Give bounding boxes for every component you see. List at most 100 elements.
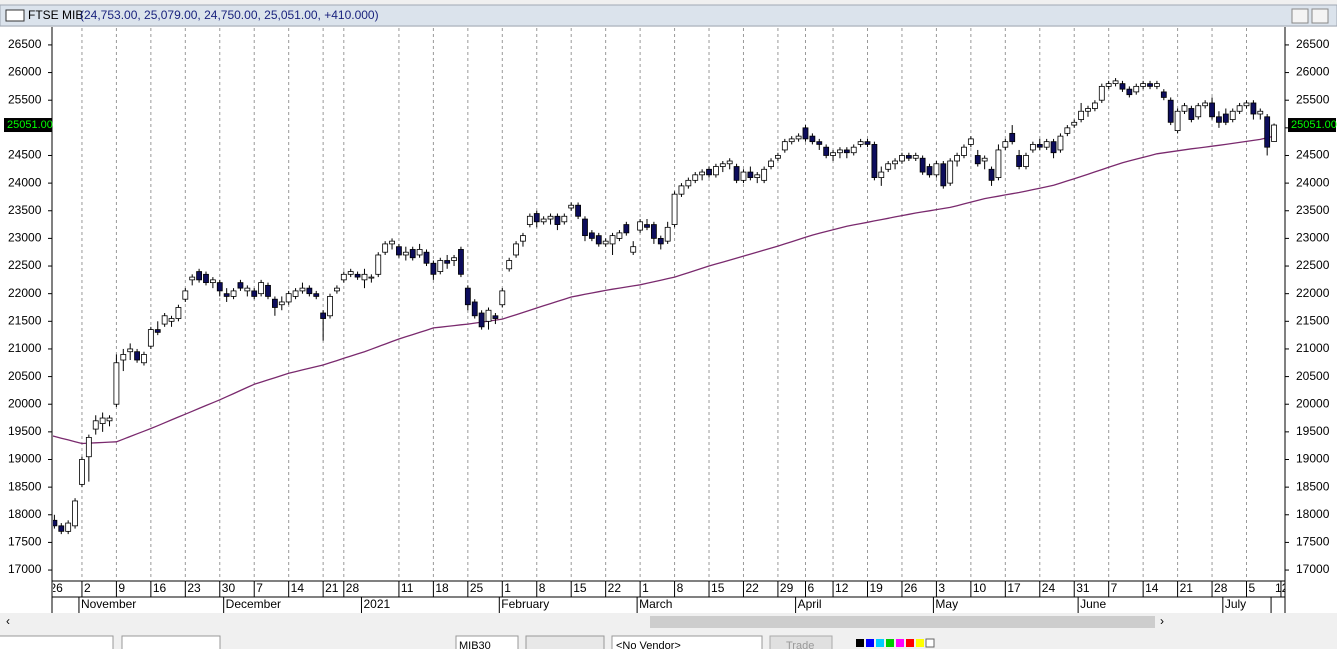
- candle-body: [561, 215, 568, 223]
- candle-body: [506, 260, 513, 270]
- candle-body: [575, 204, 581, 217]
- candle-body: [733, 166, 740, 181]
- candle-body: [1112, 80, 1119, 85]
- candle-body: [719, 163, 726, 167]
- color-palette[interactable]: [856, 638, 935, 648]
- dropdown[interactable]: [0, 635, 114, 649]
- candle-body: [1195, 105, 1202, 118]
- candle-body: [271, 298, 278, 308]
- candle-body: [396, 246, 402, 256]
- candle-body: [423, 251, 430, 264]
- x-tick-label: 29: [780, 581, 794, 595]
- price-badge-right-label: 25051.00: [1291, 119, 1337, 131]
- candle-body: [892, 160, 898, 165]
- scroll-right[interactable]: ›: [1160, 614, 1164, 628]
- dropdown[interactable]: [525, 635, 605, 649]
- y-tick-label-right: 18000: [1296, 507, 1330, 521]
- scroll-left[interactable]: ‹: [6, 614, 10, 628]
- y-tick-label: 19500: [8, 424, 42, 438]
- y-tick-label-right: 26500: [1296, 37, 1330, 51]
- x-tick-label: 1: [504, 581, 511, 595]
- candle-body: [692, 174, 699, 181]
- price-badge-left-label: 25051.00: [7, 119, 53, 131]
- candle-body: [1209, 102, 1215, 118]
- candle-body: [1257, 110, 1264, 115]
- candle-body: [568, 204, 575, 209]
- candle-body: [161, 315, 168, 325]
- dropdown[interactable]: [121, 635, 221, 649]
- candle-body: [72, 500, 78, 527]
- y-tick-label-right: 17500: [1296, 535, 1330, 549]
- x-tick-label: 14: [291, 581, 305, 595]
- y-tick-label: 26000: [8, 65, 42, 79]
- candle-body: [685, 179, 692, 187]
- x-tick-label: 14: [1145, 581, 1159, 595]
- candle-body: [327, 296, 333, 317]
- y-tick-label: 21500: [8, 313, 42, 327]
- candle-body: [623, 224, 630, 234]
- candle-body: [809, 135, 816, 143]
- candle-body: [1036, 144, 1043, 148]
- close-button[interactable]: [1311, 8, 1329, 24]
- candle-body: [99, 417, 106, 424]
- scroll-thumb[interactable]: [650, 616, 1155, 628]
- candle-body: [1023, 155, 1029, 167]
- candle-body: [595, 235, 602, 245]
- y-tick-label-right: 22000: [1296, 286, 1330, 300]
- candle-body: [1181, 105, 1188, 112]
- candle-body: [981, 157, 988, 162]
- y-tick-label: 21000: [8, 341, 42, 355]
- candle-body: [313, 293, 320, 297]
- candle-body: [671, 193, 678, 225]
- candle-body: [182, 290, 189, 300]
- y-tick-label: 17500: [8, 535, 42, 549]
- candle-body: [795, 135, 802, 140]
- candle-body: [885, 163, 892, 170]
- candle-body: [1002, 141, 1009, 148]
- candle-body: [513, 243, 519, 256]
- candle-body: [616, 232, 623, 239]
- vendor: <No Vendor>: [616, 640, 681, 649]
- candle-body: [230, 290, 237, 297]
- y-tick-label-right: 21000: [1296, 341, 1330, 355]
- y-tick-label-right: 26000: [1296, 65, 1330, 79]
- month-label: December: [226, 597, 281, 611]
- x-tick-label: 26: [50, 581, 64, 595]
- candle-body: [216, 282, 223, 292]
- candle-body: [554, 215, 561, 225]
- candle-body: [244, 287, 251, 292]
- candle-body: [1016, 155, 1023, 167]
- month-label: June: [1080, 597, 1106, 611]
- candle-body: [1243, 102, 1250, 107]
- y-tick-label-right: 24500: [1296, 148, 1330, 162]
- candle-body: [209, 279, 216, 284]
- candle-body: [678, 185, 685, 195]
- candle-body: [816, 141, 823, 145]
- candle-body: [168, 318, 175, 322]
- candle-body: [630, 246, 637, 253]
- candle-body: [79, 459, 85, 485]
- candle-body: [954, 155, 960, 162]
- candle-body: [775, 155, 781, 159]
- candle-body: [871, 144, 878, 178]
- month-label: May: [935, 597, 958, 611]
- restore-button[interactable]: [1291, 8, 1309, 24]
- candle-body: [1078, 110, 1085, 120]
- candle-body: [768, 160, 774, 167]
- candle-body: [1126, 88, 1133, 96]
- candle-body: [830, 152, 836, 156]
- symbol-box[interactable]: [455, 635, 519, 649]
- candle-body: [134, 351, 140, 361]
- trade-button[interactable]: [769, 635, 833, 649]
- candle-body: [1167, 99, 1174, 123]
- vendor-box[interactable]: [611, 635, 763, 649]
- candle-body: [320, 312, 327, 319]
- x-tick-label: 7: [1111, 581, 1118, 595]
- x-tick-label: 17: [1007, 581, 1021, 595]
- x-tick-label: 6: [807, 581, 814, 595]
- y-tick-label-right: 18500: [1296, 479, 1330, 493]
- candle-body: [375, 254, 382, 275]
- candle-body: [1222, 113, 1229, 123]
- y-tick-label-right: 19000: [1296, 452, 1330, 466]
- candle-body: [740, 171, 747, 181]
